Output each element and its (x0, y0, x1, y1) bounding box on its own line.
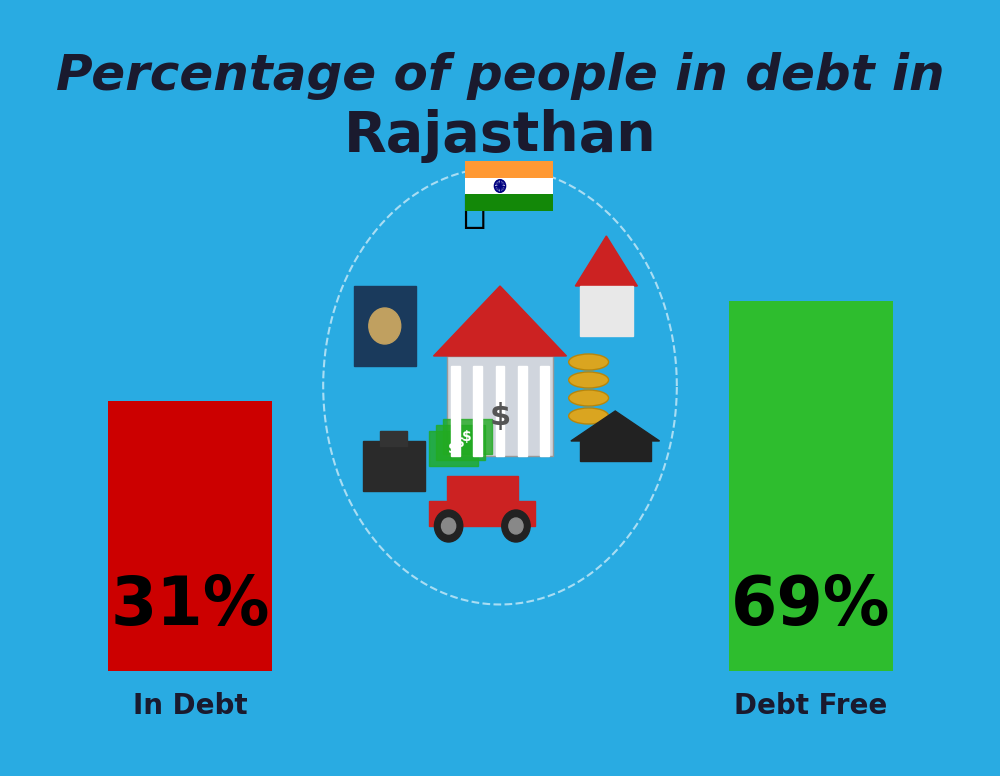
Circle shape (369, 308, 401, 344)
Text: Debt Free: Debt Free (734, 692, 887, 720)
Circle shape (494, 180, 506, 192)
Polygon shape (540, 366, 549, 456)
Polygon shape (434, 286, 566, 356)
Text: 69%: 69% (731, 573, 890, 639)
FancyBboxPatch shape (729, 301, 893, 671)
Polygon shape (443, 419, 492, 454)
Polygon shape (447, 476, 518, 501)
Polygon shape (580, 286, 633, 336)
Circle shape (509, 518, 523, 534)
FancyBboxPatch shape (465, 161, 553, 178)
Polygon shape (451, 366, 460, 456)
Text: $: $ (455, 436, 465, 450)
Text: In Debt: In Debt (133, 692, 248, 720)
Polygon shape (575, 236, 637, 286)
Text: Rajasthan: Rajasthan (344, 109, 656, 163)
Text: $: $ (462, 430, 472, 444)
FancyBboxPatch shape (465, 194, 553, 211)
Polygon shape (580, 441, 651, 461)
FancyBboxPatch shape (108, 401, 272, 671)
Polygon shape (496, 366, 504, 456)
Circle shape (496, 182, 504, 191)
Text: Percentage of people in debt in: Percentage of people in debt in (56, 52, 944, 100)
Ellipse shape (569, 390, 609, 406)
Polygon shape (380, 431, 407, 446)
FancyBboxPatch shape (465, 178, 553, 194)
Ellipse shape (569, 372, 609, 388)
Circle shape (502, 510, 530, 542)
Polygon shape (429, 501, 535, 526)
Polygon shape (518, 366, 527, 456)
Ellipse shape (569, 354, 609, 370)
Text: 31%: 31% (110, 573, 270, 639)
Polygon shape (473, 366, 482, 456)
Text: $: $ (448, 442, 458, 456)
Polygon shape (436, 425, 485, 460)
Ellipse shape (569, 408, 609, 424)
FancyBboxPatch shape (447, 356, 553, 456)
Circle shape (434, 510, 463, 542)
Polygon shape (354, 286, 416, 366)
Circle shape (441, 518, 456, 534)
Polygon shape (363, 441, 425, 491)
Polygon shape (429, 431, 478, 466)
Text: $: $ (489, 401, 511, 431)
Text: 🦅: 🦅 (462, 192, 485, 230)
Polygon shape (571, 411, 660, 441)
